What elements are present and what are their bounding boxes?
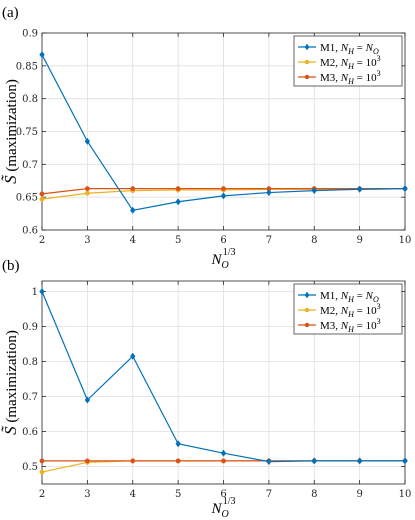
legend-swatch-marker <box>304 307 310 313</box>
x-tick-label: 5 <box>175 235 181 246</box>
legend-box <box>293 283 403 335</box>
data-point <box>130 352 136 360</box>
y-tick-label: 0.5 <box>22 462 38 473</box>
data-point <box>175 186 181 192</box>
x-tick-label: 9 <box>356 235 362 246</box>
legend-label: M2, NH = 103 <box>320 54 381 71</box>
panel-label: (a) <box>2 5 19 21</box>
y-axis-label: S̃ (maximization) <box>1 330 20 435</box>
data-point <box>39 191 45 197</box>
legend-swatch-marker <box>304 291 310 299</box>
data-point <box>84 137 91 145</box>
x-tick-label: 5 <box>175 489 181 500</box>
legend-box <box>293 35 403 87</box>
data-point <box>266 188 272 197</box>
data-point <box>356 185 363 193</box>
data-point <box>175 198 181 206</box>
x-tick-label: 10 <box>399 235 412 246</box>
x-tick-label: 4 <box>130 235 136 246</box>
x-axis-label: NO1/3 <box>210 247 235 271</box>
y-tick-label: 0.9 <box>22 29 38 40</box>
data-point <box>84 190 90 196</box>
data-point <box>130 206 136 214</box>
y-tick-label: 0.6 <box>22 226 38 237</box>
data-point <box>130 186 136 192</box>
y-tick-label: 0.65 <box>16 193 38 204</box>
legend-label: M2, NH = 103 <box>320 302 381 319</box>
data-point <box>311 186 317 195</box>
data-point <box>39 51 45 59</box>
x-tick-label: 8 <box>311 235 317 246</box>
legend-label: M3, NH = 103 <box>320 69 381 86</box>
x-tick-label: 3 <box>84 489 90 500</box>
data-point <box>221 186 226 192</box>
y-tick-label: 0.8 <box>22 94 38 105</box>
legend-label: M1, NH = NO <box>320 42 379 56</box>
y-tick-label: 1 <box>32 287 38 298</box>
legend-swatch-marker <box>304 322 310 328</box>
y-tick-label: 0.9 <box>22 322 38 333</box>
data-point <box>175 440 181 448</box>
panel-label: (b) <box>2 258 20 274</box>
data-point <box>130 458 136 464</box>
data-point <box>221 458 226 464</box>
x-tick-label: 10 <box>399 489 412 500</box>
data-point <box>39 469 45 475</box>
legend-swatch-marker <box>304 59 310 65</box>
data-point <box>175 458 181 464</box>
legend-label: M3, NH = 103 <box>320 317 381 334</box>
x-tick-label: 2 <box>39 235 45 246</box>
x-tick-label: 3 <box>84 235 90 246</box>
legend-swatch-marker <box>304 43 310 51</box>
x-tick-label: 7 <box>266 489 272 500</box>
legend-swatch-marker <box>304 74 310 80</box>
chart-panel-b: 2 3 4 5 6 7 8 9 10 0.5 0.6 0.7 0.8 0.9 1 M1, NH = NOM2,… <box>1 258 411 520</box>
x-tick-label: 7 <box>266 235 272 246</box>
x-tick-label: 4 <box>130 489 136 500</box>
data-point <box>39 458 45 464</box>
x-axis-label: NO1/3 <box>210 496 235 520</box>
x-tick-label: 8 <box>311 489 317 500</box>
data-point <box>220 449 227 457</box>
y-tick-label: 0.85 <box>16 61 38 72</box>
y-axis-label: S̃ (maximization) <box>1 79 20 184</box>
x-tick-label: 6 <box>220 489 226 500</box>
x-tick-label: 2 <box>39 489 45 500</box>
legend-label: M1, NH = NO <box>320 290 379 304</box>
y-tick-label: 0.8 <box>22 357 38 368</box>
data-point <box>311 457 317 465</box>
y-tick-label: 0.6 <box>22 427 38 438</box>
y-tick-label: 0.75 <box>16 127 38 138</box>
data-point <box>39 196 45 202</box>
x-tick-label: 9 <box>356 489 362 500</box>
data-point <box>84 458 90 464</box>
x-tick-label: 6 <box>220 235 226 246</box>
chart-panel-a: 2 3 4 5 6 7 8 9 10 0.6 0.65 0.7 0.75 0.8 0.85 0.9 M1, NH… <box>1 5 411 271</box>
data-point <box>402 457 408 465</box>
data-point <box>84 396 91 404</box>
data-point <box>356 457 363 465</box>
y-tick-label: 0.7 <box>22 160 38 171</box>
data-point <box>402 185 408 193</box>
data-point <box>84 186 90 192</box>
data-point <box>220 192 227 200</box>
y-tick-label: 0.7 <box>22 392 38 403</box>
data-point <box>39 287 45 296</box>
data-point <box>266 457 272 466</box>
